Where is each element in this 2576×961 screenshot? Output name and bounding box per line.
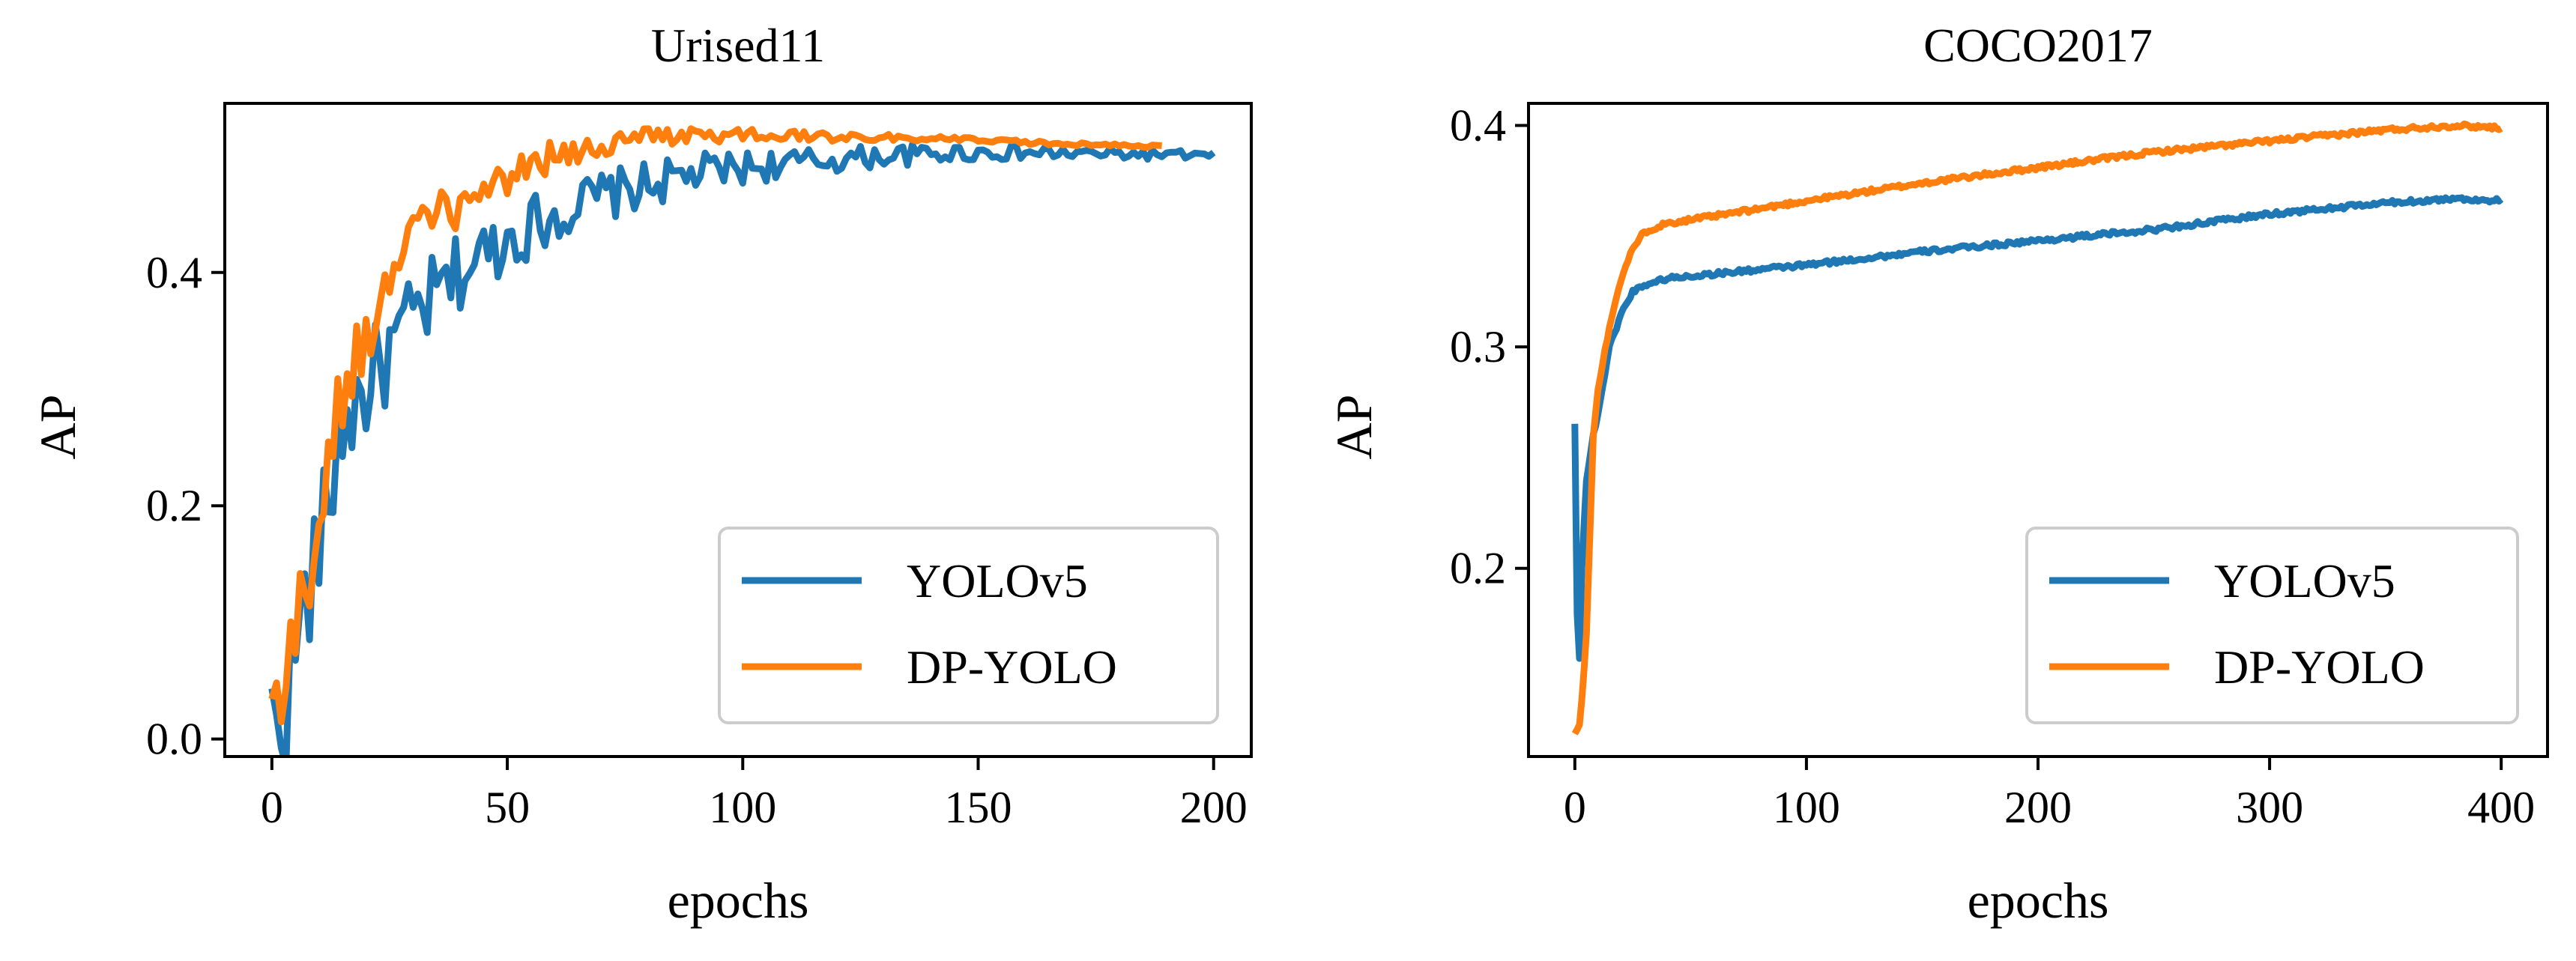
legend: YOLOv5 DP-YOLO bbox=[718, 527, 1219, 724]
y-axis-label: AP bbox=[1325, 395, 1382, 460]
legend-box bbox=[2025, 527, 2519, 724]
x-tick-label: 150 bbox=[945, 783, 1012, 832]
plot-area: 0 50 100 150 200 0.0 0.2 0.4 YOLOv5 DP-YOLO bbox=[146, 102, 1253, 832]
y-tick-label: 0.4 bbox=[146, 248, 202, 297]
y-tick-label: 0.0 bbox=[146, 715, 202, 764]
legend-label: DP-YOLO bbox=[2214, 640, 2425, 694]
x-axis-label: epochs bbox=[668, 872, 809, 929]
x-tick-label: 400 bbox=[2467, 783, 2535, 832]
y-tick-label: 0.2 bbox=[146, 481, 202, 530]
y-tick-label: 0.2 bbox=[1450, 544, 1506, 593]
axes-frame bbox=[223, 102, 1253, 758]
legend: YOLOv5 DP-YOLO bbox=[2025, 527, 2519, 724]
chart-title: COCO2017 bbox=[1923, 19, 2153, 72]
chart-panel-urised11: Urised11 0 50 100 150 200 0.0 0.2 0.4 YOLOv5 DP-Y… bbox=[29, 19, 1253, 929]
chart-title: Urised11 bbox=[651, 19, 825, 72]
x-tick-label: 0 bbox=[1564, 783, 1586, 832]
x-tick-label: 200 bbox=[2004, 783, 2072, 832]
legend-box bbox=[718, 527, 1219, 724]
series-line-yolov5 bbox=[1571, 194, 2504, 662]
y-tick-label: 0.3 bbox=[1450, 322, 1506, 372]
plot-area: 0 100 200 300 400 0.2 0.3 0.4 YOLOv5 DP-YOLO bbox=[1450, 101, 2549, 832]
legend-label: DP-YOLO bbox=[907, 640, 1117, 694]
y-tick-label: 0.4 bbox=[1450, 101, 1506, 151]
x-tick-label: 100 bbox=[1773, 783, 1840, 832]
x-tick-label: 300 bbox=[2236, 783, 2303, 832]
series-line-yolov5 bbox=[268, 141, 1216, 757]
y-axis-label: AP bbox=[29, 395, 86, 460]
legend-label: YOLOv5 bbox=[907, 554, 1088, 607]
x-tick-label: 0 bbox=[261, 783, 283, 832]
series-line-dp-yolo bbox=[268, 125, 1162, 726]
chart-panel-coco2017: COCO2017 0 100 200 300 400 0.2 0.3 0.4 YOLOv5 DP-… bbox=[1325, 19, 2549, 929]
x-axis-label: epochs bbox=[1968, 872, 2109, 929]
series-line-dp-yolo bbox=[1571, 120, 2503, 736]
x-tick-label: 50 bbox=[485, 783, 530, 832]
x-tick-label: 200 bbox=[1180, 783, 1248, 832]
x-tick-label: 100 bbox=[709, 783, 776, 832]
legend-label: YOLOv5 bbox=[2214, 554, 2395, 607]
